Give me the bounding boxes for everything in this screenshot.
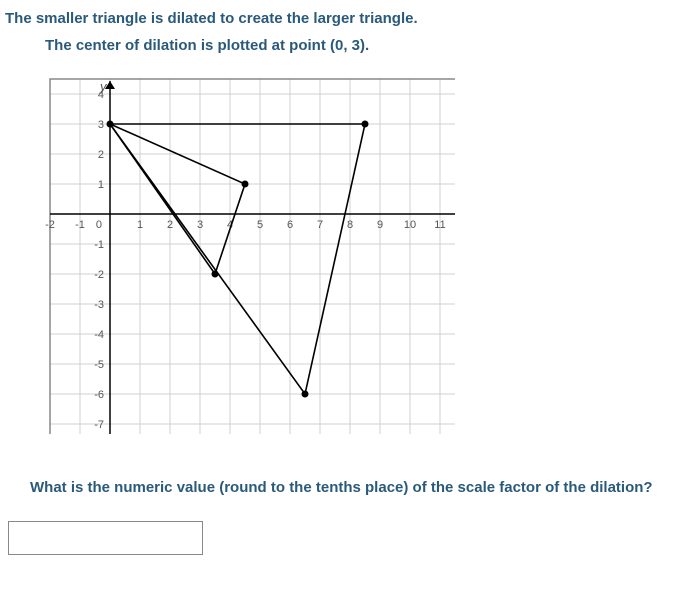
svg-text:-5: -5 bbox=[94, 359, 104, 371]
svg-text:4: 4 bbox=[98, 89, 104, 101]
dilation-graph: yx-2-11234567891011-7-6-5-4-3-2-112340 bbox=[35, 69, 455, 434]
svg-text:9: 9 bbox=[377, 219, 383, 231]
prompt-line-1: The smaller triangle is dilated to creat… bbox=[5, 10, 694, 27]
svg-text:11: 11 bbox=[434, 219, 445, 231]
svg-text:-6: -6 bbox=[94, 389, 104, 401]
svg-text:5: 5 bbox=[257, 219, 263, 231]
svg-text:-4: -4 bbox=[94, 329, 104, 341]
svg-text:2: 2 bbox=[98, 149, 104, 161]
svg-text:-1: -1 bbox=[94, 239, 104, 251]
svg-text:10: 10 bbox=[404, 219, 416, 231]
answer-input[interactable] bbox=[8, 521, 203, 555]
svg-text:1: 1 bbox=[98, 179, 104, 191]
svg-text:6: 6 bbox=[287, 219, 293, 231]
svg-text:-2: -2 bbox=[94, 269, 104, 281]
graph-container: yx-2-11234567891011-7-6-5-4-3-2-112340 bbox=[35, 69, 694, 439]
svg-text:3: 3 bbox=[98, 119, 104, 131]
svg-text:8: 8 bbox=[347, 219, 353, 231]
svg-text:-2: -2 bbox=[45, 219, 55, 231]
svg-text:3: 3 bbox=[197, 219, 203, 231]
svg-text:-7: -7 bbox=[94, 419, 104, 431]
svg-text:0: 0 bbox=[96, 219, 102, 231]
svg-text:2: 2 bbox=[167, 219, 173, 231]
svg-text:7: 7 bbox=[317, 219, 323, 231]
prompt-line-2: The center of dilation is plotted at poi… bbox=[45, 37, 694, 54]
svg-text:-3: -3 bbox=[94, 299, 104, 311]
question-text: What is the numeric value (round to the … bbox=[30, 479, 694, 496]
svg-text:-1: -1 bbox=[75, 219, 85, 231]
svg-text:1: 1 bbox=[137, 219, 143, 231]
